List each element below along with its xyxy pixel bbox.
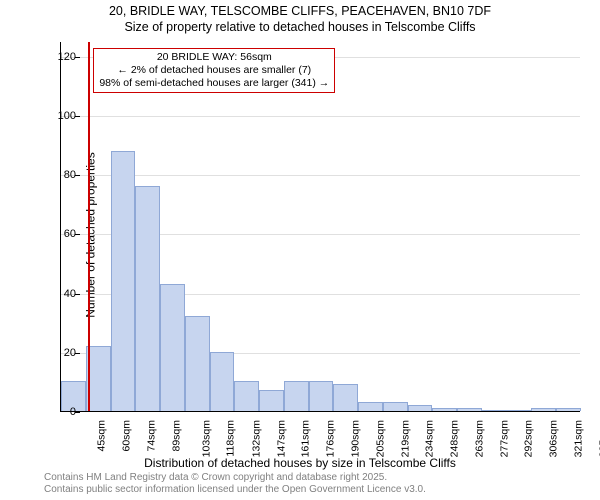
reference-line — [88, 42, 90, 411]
x-tick-label: 219sqm — [399, 420, 411, 457]
y-tick-mark — [75, 412, 80, 413]
histogram-bar — [259, 390, 284, 411]
annotation-box: 20 BRIDLE WAY: 56sqm← 2% of detached hou… — [93, 48, 335, 93]
x-tick-label: 89sqm — [170, 420, 182, 452]
x-tick-label: 132sqm — [250, 420, 262, 457]
x-tick-label: 161sqm — [300, 420, 312, 457]
x-tick-label: 190sqm — [349, 420, 361, 457]
histogram-bar — [507, 410, 532, 411]
histogram-bar — [358, 402, 383, 411]
y-tick-label: 120 — [46, 51, 76, 63]
x-tick-label: 263sqm — [473, 420, 485, 457]
histogram-bar — [333, 384, 358, 411]
histogram-bar — [185, 316, 210, 411]
x-tick-label: 248sqm — [448, 420, 460, 457]
attribution-line-2: Contains public sector information licen… — [44, 484, 426, 496]
y-tick-mark — [75, 234, 80, 235]
x-tick-label: 118sqm — [225, 420, 237, 457]
y-tick-label: 20 — [46, 347, 76, 359]
histogram-bar — [383, 402, 408, 411]
x-tick-label: 103sqm — [201, 420, 213, 457]
annot-line-3: 98% of semi-detached houses are larger (… — [99, 77, 329, 90]
x-tick-label: 147sqm — [275, 420, 287, 457]
attribution-line-1: Contains HM Land Registry data © Crown c… — [44, 472, 426, 484]
x-tick-label: 205sqm — [374, 420, 386, 457]
histogram-bar — [135, 186, 160, 411]
x-tick-label: 45sqm — [96, 420, 108, 452]
x-tick-label: 292sqm — [523, 420, 535, 457]
y-tick-mark — [75, 116, 80, 117]
histogram-bar — [284, 381, 309, 411]
histogram-bar — [309, 381, 334, 411]
title-line-1: 20, BRIDLE WAY, TELSCOMBE CLIFFS, PEACEH… — [0, 4, 600, 20]
y-tick-mark — [75, 294, 80, 295]
annot-line-1: 20 BRIDLE WAY: 56sqm — [99, 51, 329, 64]
plot-area — [60, 42, 580, 412]
histogram-bar — [408, 405, 433, 411]
histogram-bar — [531, 408, 556, 411]
y-tick-mark — [75, 175, 80, 176]
y-tick-label: 0 — [46, 406, 76, 418]
y-tick-label: 100 — [46, 110, 76, 122]
chart-title: 20, BRIDLE WAY, TELSCOMBE CLIFFS, PEACEH… — [0, 4, 600, 35]
x-tick-label: 74sqm — [145, 420, 157, 452]
y-tick-label: 60 — [46, 228, 76, 240]
histogram-bar — [111, 151, 136, 411]
x-tick-label: 277sqm — [498, 420, 510, 457]
histogram-bar — [234, 381, 259, 411]
x-axis-label: Distribution of detached houses by size … — [0, 456, 600, 470]
y-tick-mark — [75, 57, 80, 58]
x-tick-label: 60sqm — [121, 420, 133, 452]
histogram-bar — [160, 284, 185, 411]
annot-line-2: ← 2% of detached houses are smaller (7) — [99, 64, 329, 77]
histogram-bar — [432, 408, 457, 411]
y-tick-label: 40 — [46, 288, 76, 300]
x-tick-label: 234sqm — [424, 420, 436, 457]
attribution-text: Contains HM Land Registry data © Crown c… — [44, 472, 426, 496]
histogram-bar — [457, 408, 482, 411]
histogram-bar — [482, 410, 507, 411]
histogram-bar — [556, 408, 581, 411]
x-tick-label: 176sqm — [325, 420, 337, 457]
gridline-h — [61, 116, 580, 117]
title-line-2: Size of property relative to detached ho… — [0, 20, 600, 36]
y-tick-label: 80 — [46, 169, 76, 181]
gridline-h — [61, 175, 580, 176]
histogram-bar — [210, 352, 235, 411]
x-tick-label: 321sqm — [572, 420, 584, 457]
x-tick-label: 306sqm — [547, 420, 559, 457]
y-tick-mark — [75, 353, 80, 354]
